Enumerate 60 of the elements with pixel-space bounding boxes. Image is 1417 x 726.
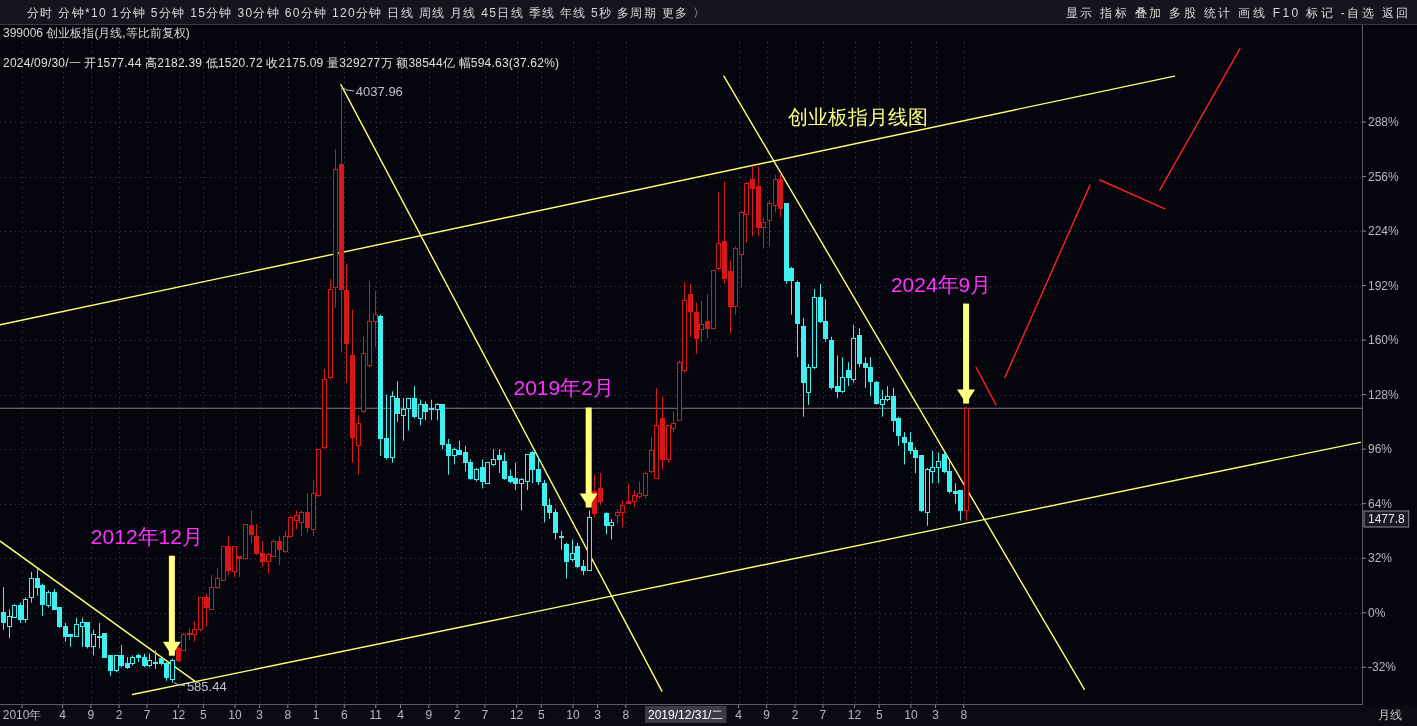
xtick: 10 bbox=[566, 708, 580, 722]
ytick: 0% bbox=[1368, 605, 1386, 620]
ytick: 192% bbox=[1368, 278, 1399, 293]
xtick: 10 bbox=[228, 708, 242, 722]
ytick: 64% bbox=[1368, 496, 1393, 511]
ytick: 160% bbox=[1368, 333, 1399, 348]
annotation: 585.44 bbox=[186, 678, 227, 694]
xtick: 4 bbox=[735, 708, 742, 722]
ytick: 288% bbox=[1368, 115, 1399, 130]
annotation: 2019年2月 bbox=[513, 376, 614, 400]
ytick: 256% bbox=[1368, 169, 1399, 184]
xtick: 4 bbox=[397, 708, 404, 722]
xtick: 7 bbox=[819, 708, 827, 722]
xtick: 5 bbox=[537, 708, 545, 722]
annotation: 显示 指标 叠加 多股 统计 画线 F10 标记 -自选 返回 bbox=[1066, 6, 1408, 20]
xtick: 12 bbox=[509, 708, 524, 722]
xtick: 7 bbox=[481, 708, 489, 722]
xtick: 4 bbox=[59, 708, 66, 722]
ytick: 224% bbox=[1368, 224, 1399, 239]
annotation: 2012年12月 bbox=[90, 524, 203, 548]
xtick: 7 bbox=[143, 708, 151, 722]
annotation: 4037.96 bbox=[342, 84, 403, 99]
ytick: 128% bbox=[1368, 387, 1399, 402]
xtick: 10 bbox=[904, 708, 918, 722]
xtick: 12 bbox=[171, 708, 186, 722]
annotation: 分时 分钟*10 1分钟 5分钟 15分钟 30分钟 60分钟 120分钟 日线 周线 月线 45日线 季线 年线 5秒 多周期 更多 〉 bbox=[27, 6, 705, 20]
ytick: 32% bbox=[1368, 551, 1393, 566]
xtick: 8 bbox=[960, 708, 968, 722]
xtick: 9 bbox=[763, 708, 771, 722]
xtick: 5 bbox=[200, 708, 207, 722]
annotation: 月线 bbox=[1378, 708, 1402, 722]
xtick: 8 bbox=[622, 708, 630, 722]
xtick: 5 bbox=[875, 708, 883, 722]
xtick: 3 bbox=[932, 708, 939, 722]
xtick: 2010年 bbox=[2, 708, 42, 722]
annotation: 585.44 bbox=[173, 678, 227, 694]
annotation: 4037.96 bbox=[355, 84, 403, 99]
subtitle: 399006 创业板指(月线,等比前复权) bbox=[3, 26, 190, 40]
xtick: 11 bbox=[369, 708, 382, 722]
xtick: 12 bbox=[847, 708, 862, 722]
xtick: 2 bbox=[115, 708, 123, 722]
annotation: 2019年2月 bbox=[513, 376, 614, 508]
annotation: 2024年9月 bbox=[890, 272, 992, 296]
annotation: 2012年12月 bbox=[90, 524, 203, 656]
xtick: 9 bbox=[87, 708, 95, 722]
title: 创业板指月线图 bbox=[788, 106, 928, 128]
xtick: 3 bbox=[256, 708, 263, 722]
annotation: 2024年9月 bbox=[890, 272, 992, 404]
annotation: 2019/12/31/二 bbox=[648, 708, 724, 722]
xtick: 9 bbox=[425, 708, 433, 722]
ytick: -32% bbox=[1368, 660, 1396, 675]
xtick: 2 bbox=[453, 708, 461, 722]
xtick: 3 bbox=[594, 708, 601, 722]
annotation: 1477.8 bbox=[1368, 512, 1405, 526]
xtick: 8 bbox=[284, 708, 292, 722]
annotation: 2024/09/30/一 开1577.44 高2182.39 低1520.72 收2175.09 量329277万 额38544亿 幅594.63(37.62%) bbox=[3, 56, 559, 70]
xtick: 1 bbox=[312, 708, 320, 722]
ytick: 96% bbox=[1368, 442, 1393, 457]
xtick: 6 bbox=[340, 708, 348, 722]
xtick: 2 bbox=[791, 708, 799, 722]
